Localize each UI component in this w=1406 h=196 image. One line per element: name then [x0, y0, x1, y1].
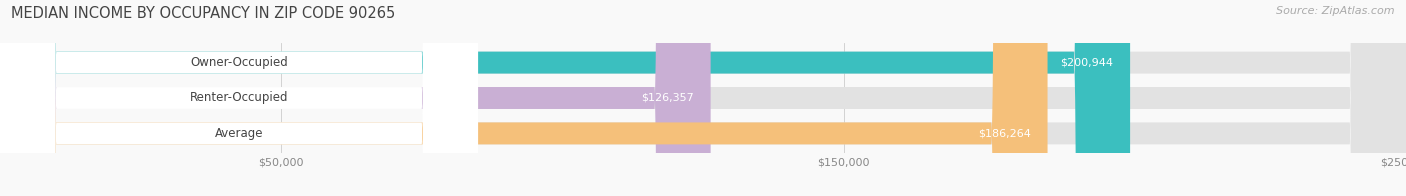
Text: Source: ZipAtlas.com: Source: ZipAtlas.com — [1277, 6, 1395, 16]
Text: Renter-Occupied: Renter-Occupied — [190, 92, 288, 104]
FancyBboxPatch shape — [0, 0, 478, 196]
FancyBboxPatch shape — [0, 0, 478, 196]
FancyBboxPatch shape — [0, 0, 1130, 196]
Text: $126,357: $126,357 — [641, 93, 693, 103]
Text: $200,944: $200,944 — [1060, 58, 1114, 68]
FancyBboxPatch shape — [0, 0, 710, 196]
FancyBboxPatch shape — [0, 0, 1047, 196]
FancyBboxPatch shape — [0, 0, 478, 196]
Text: $186,264: $186,264 — [977, 128, 1031, 138]
Text: Owner-Occupied: Owner-Occupied — [190, 56, 288, 69]
Text: MEDIAN INCOME BY OCCUPANCY IN ZIP CODE 90265: MEDIAN INCOME BY OCCUPANCY IN ZIP CODE 9… — [11, 6, 395, 21]
Text: Average: Average — [215, 127, 263, 140]
